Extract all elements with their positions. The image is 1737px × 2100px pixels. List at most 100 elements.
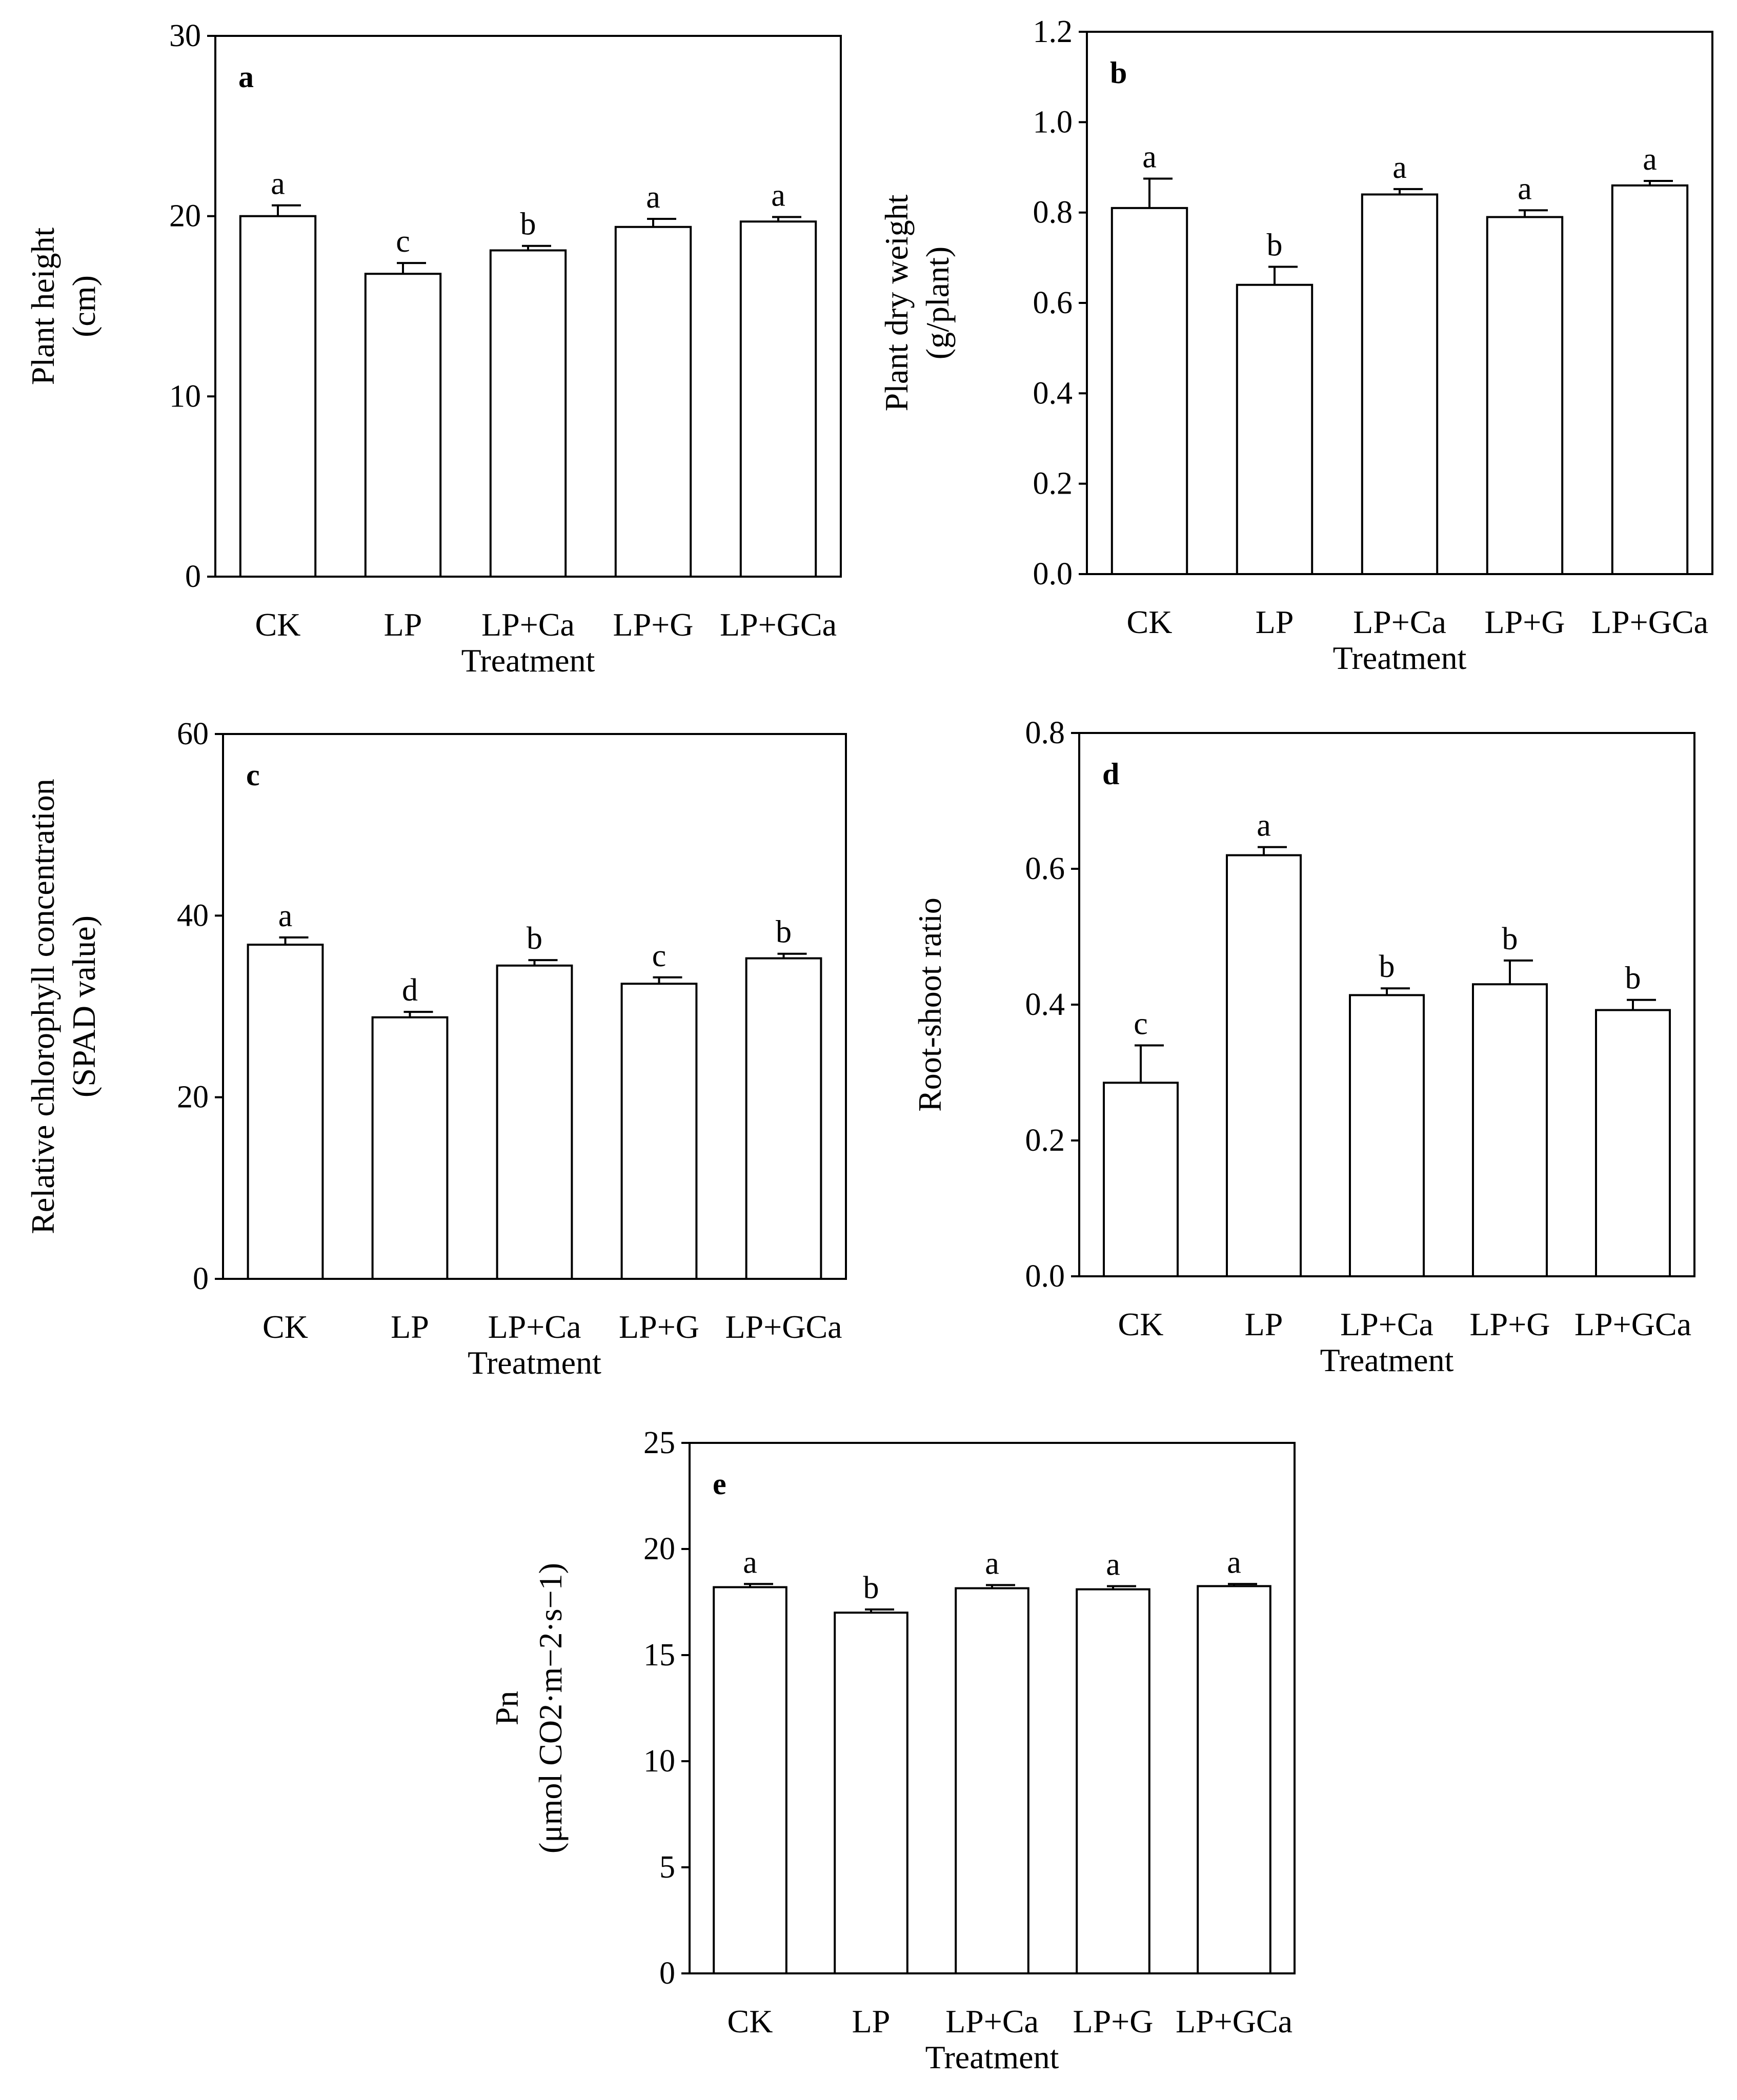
panel-c: 0 20 40 60 a CK d LP b LP+Ca c LP+G b LP+GCa Treatment… bbox=[25, 717, 847, 1381]
significance-letter: a bbox=[271, 167, 285, 201]
y-tick-label: 10 bbox=[169, 379, 201, 414]
category-label: LP+GCa bbox=[1574, 1306, 1691, 1342]
bar bbox=[834, 1612, 908, 1974]
bar bbox=[1472, 983, 1548, 1277]
category-label: LP+GCa bbox=[720, 606, 837, 643]
y-tick-label: 40 bbox=[177, 898, 209, 933]
significance-letter: a bbox=[743, 1545, 757, 1580]
bar bbox=[1236, 283, 1314, 575]
bar bbox=[713, 1586, 787, 1974]
y-axis-title: Plant dry weight bbox=[878, 194, 915, 411]
category-label: LP bbox=[1256, 604, 1294, 640]
category-label: LP+Ca bbox=[945, 2003, 1039, 2040]
bar bbox=[1103, 1082, 1179, 1277]
bar bbox=[614, 226, 692, 578]
y-tick-label: 0.6 bbox=[1025, 851, 1065, 886]
y-axis-title: Root-shoot ratio bbox=[912, 898, 948, 1112]
bar bbox=[1226, 854, 1302, 1277]
category-label: LP+Ca bbox=[488, 1309, 581, 1345]
y-tick-label: 10 bbox=[643, 1744, 675, 1779]
y-tick-label: 0.8 bbox=[1025, 716, 1065, 750]
bar bbox=[1611, 184, 1689, 575]
y-tick-label: 15 bbox=[643, 1638, 675, 1673]
significance-letter: a bbox=[1142, 140, 1157, 175]
category-label: LP+Ca bbox=[1353, 604, 1446, 640]
y-axis-title: Pn bbox=[489, 1691, 525, 1726]
y-tick-label: 0 bbox=[659, 1956, 675, 1991]
significance-letter: a bbox=[1257, 808, 1271, 843]
bar bbox=[1486, 216, 1564, 575]
x-axis-title: Treatment bbox=[461, 642, 595, 679]
bar bbox=[489, 249, 567, 578]
significance-letter: a bbox=[1518, 171, 1532, 206]
category-label: LP bbox=[1245, 1306, 1283, 1342]
x-axis-title: Treatment bbox=[1333, 640, 1467, 676]
category-label: LP+Ca bbox=[1340, 1306, 1433, 1342]
x-axis-title: Treatment bbox=[468, 1344, 601, 1381]
y-tick-label: 5 bbox=[659, 1850, 675, 1885]
significance-letter: a bbox=[1227, 1545, 1241, 1580]
category-label: LP+G bbox=[619, 1309, 699, 1345]
category-label: CK bbox=[728, 2003, 773, 2040]
category-label: LP+GCa bbox=[725, 1309, 842, 1345]
significance-letter: a bbox=[1392, 150, 1407, 185]
panel-e: 0 5 10 15 20 25 a CK b LP a LP+Ca a LP+G a LP+GCa Treatm… bbox=[489, 1425, 1296, 2075]
y-axis-title: Plant height bbox=[25, 228, 61, 385]
category-label: LP bbox=[852, 2003, 891, 2040]
category-label: LP+Ca bbox=[481, 606, 575, 643]
x-axis-title: Treatment bbox=[925, 2039, 1059, 2075]
y-tick-label: 20 bbox=[643, 1532, 675, 1566]
bar bbox=[1349, 994, 1425, 1277]
panel-letter: e bbox=[713, 1467, 726, 1501]
category-label: LP+G bbox=[1485, 604, 1565, 640]
category-label: LP+GCa bbox=[1176, 2003, 1292, 2040]
y-axis-title: (SPAD value) bbox=[66, 915, 102, 1097]
x-axis-title: Treatment bbox=[1320, 1342, 1454, 1378]
bar bbox=[1076, 1588, 1150, 1974]
significance-letter: b bbox=[527, 921, 542, 956]
bar bbox=[364, 273, 442, 578]
y-tick-label: 1.0 bbox=[1033, 105, 1073, 139]
y-tick-label: 0.4 bbox=[1025, 987, 1065, 1022]
significance-letter: a bbox=[985, 1546, 999, 1581]
y-tick-label: 0.2 bbox=[1033, 466, 1073, 501]
y-tick-label: 20 bbox=[177, 1080, 209, 1115]
y-tick-label: 0.4 bbox=[1033, 376, 1073, 411]
significance-letter: d bbox=[402, 973, 418, 1008]
significance-letter: b bbox=[1379, 949, 1395, 984]
y-tick-label: 1.2 bbox=[1033, 14, 1073, 49]
y-tick-label: 0.0 bbox=[1025, 1259, 1065, 1294]
y-tick-label: 0 bbox=[193, 1261, 209, 1296]
significance-letter: b bbox=[520, 207, 536, 242]
y-axis-title: Relative chlorophyll concentration bbox=[25, 779, 61, 1234]
panel-b: 0.0 0.2 0.4 0.6 0.8 1.0 1.2 a CK b LP a LP+Ca a LP+G a L… bbox=[878, 14, 1713, 676]
category-label: LP bbox=[384, 606, 422, 643]
y-tick-label: 0.0 bbox=[1033, 557, 1073, 592]
category-label: CK bbox=[1127, 604, 1173, 640]
significance-letter: b bbox=[1625, 961, 1641, 996]
bar bbox=[745, 957, 822, 1280]
bar bbox=[1361, 193, 1439, 575]
category-label: LP+G bbox=[1073, 2003, 1154, 2040]
category-label: CK bbox=[1118, 1306, 1164, 1342]
bar bbox=[1595, 1009, 1671, 1277]
bar bbox=[239, 215, 317, 578]
panel-d: 0.0 0.2 0.4 0.6 0.8 c CK a LP b LP+Ca b LP+G b LP+GCa T… bbox=[912, 716, 1695, 1378]
category-label: LP+G bbox=[613, 606, 694, 643]
significance-letter: c bbox=[652, 939, 666, 973]
y-tick-label: 30 bbox=[169, 18, 201, 53]
significance-letter: c bbox=[1134, 1007, 1148, 1042]
y-tick-label: 0.2 bbox=[1025, 1123, 1065, 1158]
panel-letter: d bbox=[1102, 757, 1119, 791]
significance-letter: a bbox=[278, 899, 293, 933]
significance-letter: b bbox=[1502, 922, 1518, 956]
significance-letter: b bbox=[776, 915, 792, 950]
y-tick-label: 0.8 bbox=[1033, 195, 1073, 230]
category-label: LP+GCa bbox=[1591, 604, 1708, 640]
bar bbox=[1197, 1585, 1271, 1974]
significance-letter: b bbox=[1267, 228, 1283, 262]
significance-letter: a bbox=[1106, 1547, 1120, 1582]
bar bbox=[1110, 207, 1188, 576]
bar bbox=[620, 983, 698, 1280]
